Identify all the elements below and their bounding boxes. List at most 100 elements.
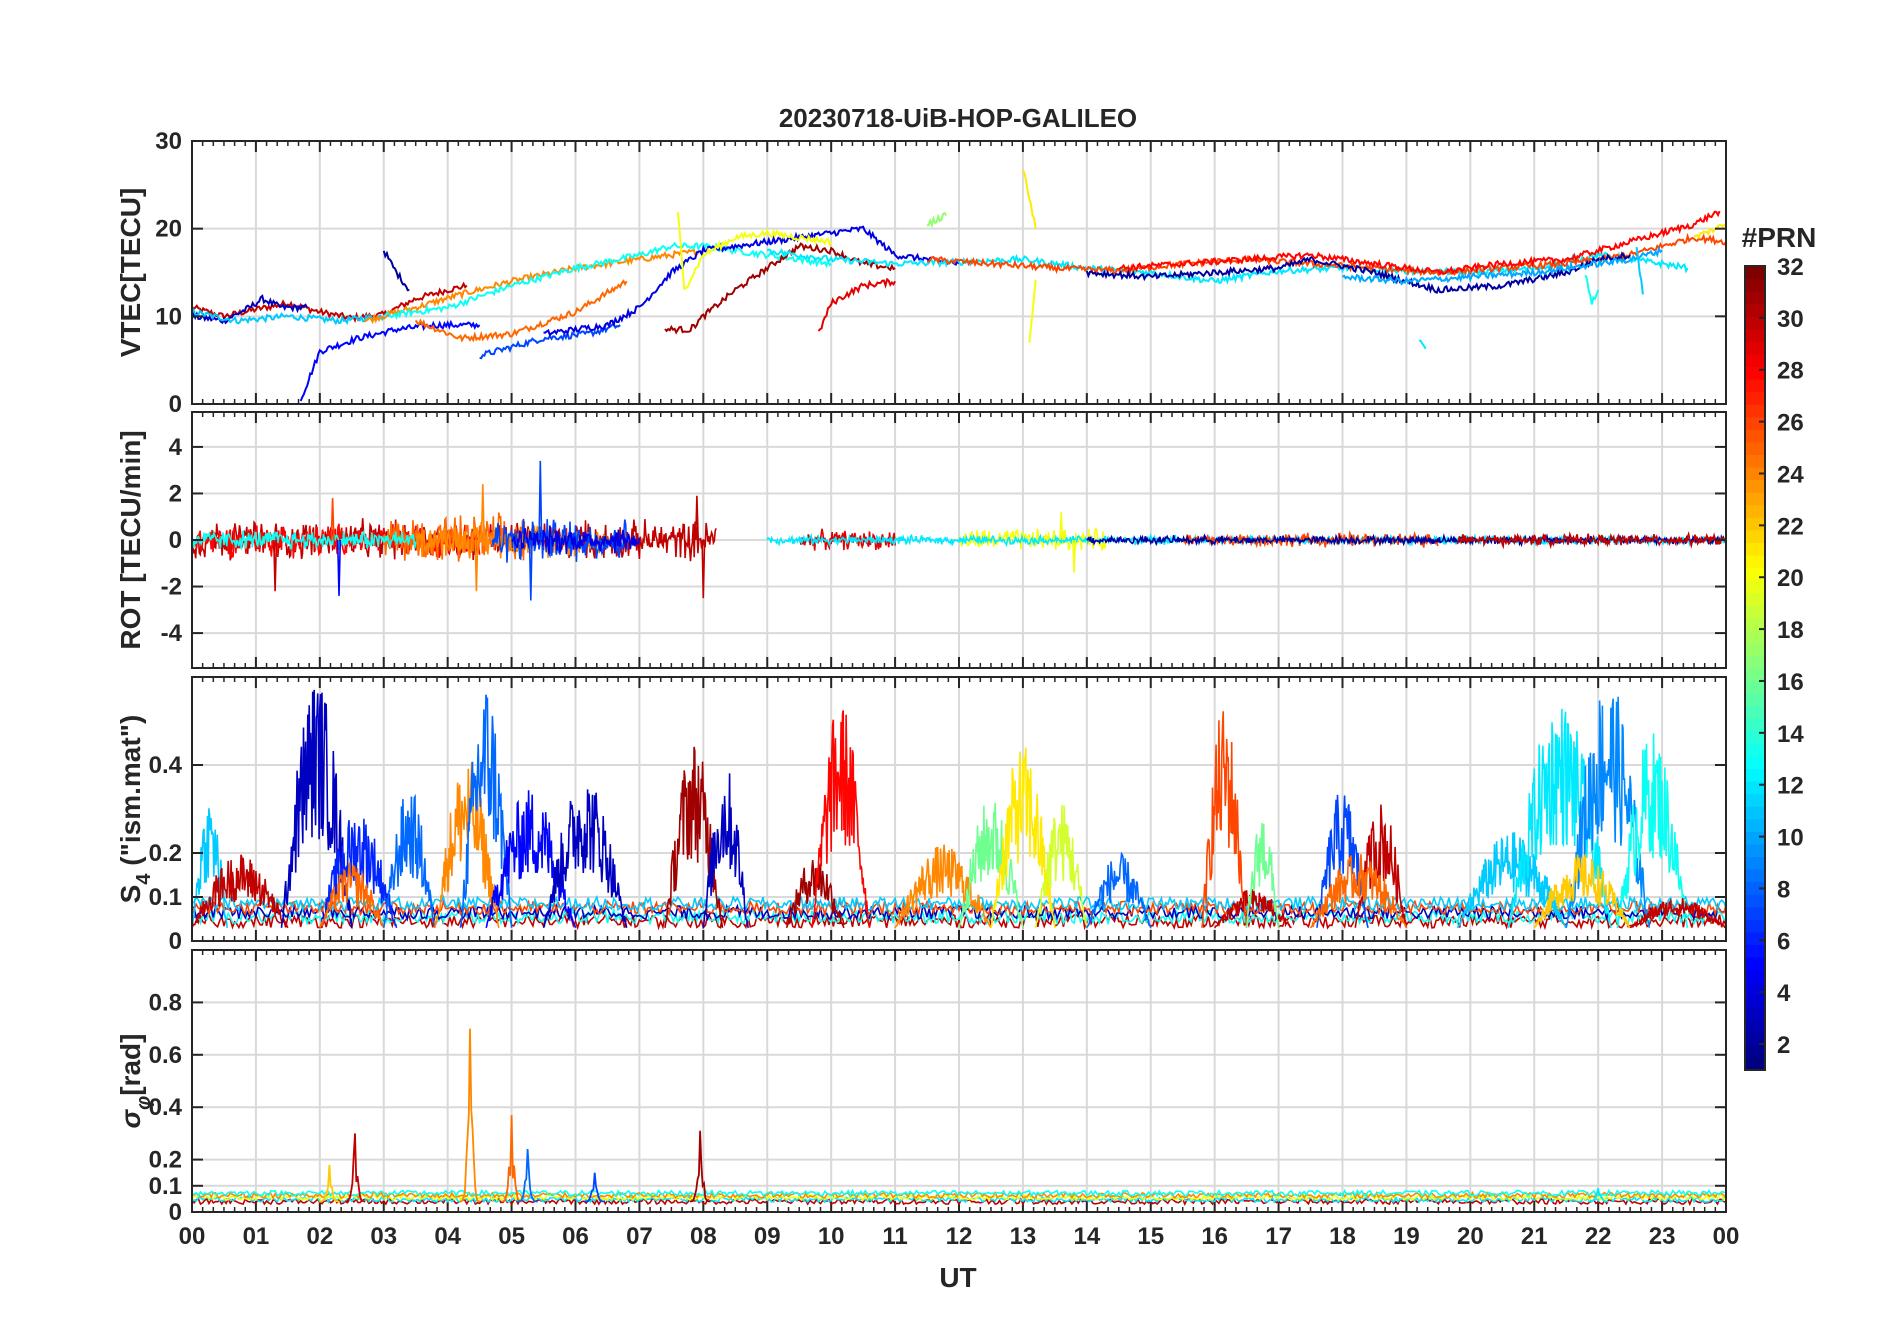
- colorbar-segment: [1745, 529, 1765, 543]
- rot-spike-prn-20: [1072, 539, 1077, 573]
- x-tick-label: 02: [306, 1223, 333, 1250]
- panel-data: [192, 1028, 1726, 1207]
- sigma-spike-prn-22: [319, 1164, 340, 1203]
- colorbar-segment: [1745, 291, 1765, 305]
- colorbar-segment: [1745, 781, 1765, 795]
- s4-burst-prn-30: [192, 854, 289, 929]
- colorbar-segment: [1745, 353, 1765, 368]
- colorbar-tick-label: 2: [1777, 1032, 1790, 1059]
- x-tick-label: 08: [690, 1223, 717, 1250]
- y-axis-title-main: σ: [115, 1108, 146, 1128]
- colorbar-segment: [1745, 982, 1765, 996]
- colorbar-segment: [1745, 592, 1765, 606]
- vtec-series-prn-11: [192, 307, 385, 326]
- colorbar-segment: [1745, 705, 1765, 719]
- panel-frame: [191, 140, 1727, 405]
- colorbar-segment: [1745, 856, 1765, 870]
- colorbar-segment: [1745, 919, 1765, 933]
- s4-burst-prn-3: [702, 773, 749, 928]
- s4-burst-prn-16: [958, 802, 1024, 929]
- colorbar-segment: [1745, 316, 1765, 330]
- y-tick-label: 0.4: [149, 752, 183, 779]
- y-tick-label: 30: [155, 128, 182, 155]
- s4-burst-prn-9: [1565, 696, 1651, 928]
- colorbar-tick-label: 12: [1777, 773, 1804, 800]
- sigma-baseline-prn-20: [192, 1192, 1726, 1202]
- vtec-series-prn-11: [1635, 246, 1644, 295]
- colorbar-segment: [1745, 906, 1765, 920]
- vtec-series-prn-2: [1085, 251, 1631, 294]
- vtec-series-prn-20: [1028, 279, 1037, 343]
- s4-burst-prn-28: [811, 710, 871, 928]
- colorbar-segment: [1745, 793, 1765, 807]
- x-tick-label: 20: [1457, 1223, 1484, 1250]
- colorbar-segment: [1745, 743, 1765, 757]
- s4-burst-prn-24: [434, 762, 500, 928]
- s4-burst-prn-6: [319, 818, 398, 929]
- colorbar-segment: [1745, 391, 1765, 405]
- panel-frame: [191, 949, 1727, 1213]
- colorbar-segment: [1745, 580, 1765, 594]
- sigma-spike-prn-24: [459, 1028, 481, 1203]
- colorbar-segment: [1745, 517, 1765, 531]
- colorbar-segment: [1745, 542, 1765, 556]
- s4-burst-prn-8: [1086, 851, 1152, 929]
- x-tick-label: 21: [1521, 1223, 1548, 1250]
- colorbar-segment: [1745, 1044, 1765, 1059]
- vtec-series-prn-13: [1584, 274, 1600, 305]
- y-axis-title-rest: [rad]: [115, 1034, 146, 1096]
- x-tick-label: 17: [1265, 1223, 1292, 1250]
- colorbar-segment: [1745, 718, 1765, 732]
- colorbar-segment: [1745, 341, 1765, 355]
- vtec-series-prn-5: [299, 319, 481, 402]
- colorbar-segment: [1745, 467, 1765, 481]
- x-tick-label: 15: [1137, 1223, 1164, 1250]
- panel-s4: 00.10.20.4S4 ("ism.mat"): [115, 676, 1727, 955]
- x-tick-label: 14: [1073, 1223, 1100, 1250]
- colorbar-segment: [1745, 831, 1765, 845]
- y-axis-title-sigma_phi: σφ[rad]: [115, 1034, 155, 1129]
- x-tick-label: 11: [882, 1223, 907, 1250]
- colorbar-segment: [1745, 504, 1765, 518]
- colorbar-segment: [1745, 1057, 1765, 1071]
- colorbar-segment: [1745, 303, 1765, 317]
- colorbar-tick-label: 6: [1777, 928, 1790, 955]
- s4-burst-prn-24: [894, 844, 992, 929]
- vtec-series-prn-21: [1022, 169, 1037, 229]
- colorbar-segment: [1745, 630, 1765, 644]
- rot-spike-prn-30: [273, 539, 278, 592]
- colorbar-segment: [1745, 655, 1765, 669]
- colorbar-segment: [1745, 454, 1765, 468]
- y-tick-label: 0: [169, 527, 182, 554]
- s4-burst-prn-25: [319, 862, 385, 929]
- vtec-series-prn-12: [1418, 339, 1427, 350]
- colorbar-tick-label: 26: [1777, 410, 1804, 437]
- s4-burst-prn-5: [485, 790, 577, 929]
- colorbar-segment: [1745, 680, 1765, 694]
- rot-spike-prn-24: [480, 484, 485, 541]
- s4-burst-prn-8: [383, 793, 436, 928]
- panel-data: [192, 689, 1726, 931]
- s4-baseline-prn-26: [192, 898, 1726, 918]
- x-tick-label: 00: [179, 1223, 206, 1250]
- colorbar-segment: [1745, 567, 1765, 581]
- vtec-series-prn-25: [414, 279, 628, 343]
- s4-burst-prn-3: [280, 689, 353, 928]
- x-tick-label: 09: [754, 1223, 781, 1250]
- sigma-spike-prn-25: [501, 1115, 522, 1203]
- colorbar-tick-label: 22: [1777, 513, 1804, 540]
- colorbar-frame: [1744, 265, 1766, 1071]
- y-axis-title-rest: ("ism.mat"): [115, 715, 146, 874]
- x-tick-label: 05: [498, 1223, 525, 1250]
- colorbar-segment: [1745, 605, 1765, 619]
- rot-spike-prn-7: [538, 460, 543, 541]
- colorbar-tick-label: 32: [1777, 254, 1804, 281]
- s4-burst-prn-22: [1533, 854, 1631, 929]
- panel-sigma_phi: 00.10.2 0.4 0.6 0.8 σφ[rad]: [115, 949, 1727, 1226]
- x-tick-label: 03: [370, 1223, 397, 1250]
- x-tick-label: 23: [1649, 1223, 1676, 1250]
- y-tick-label: 4: [169, 434, 183, 461]
